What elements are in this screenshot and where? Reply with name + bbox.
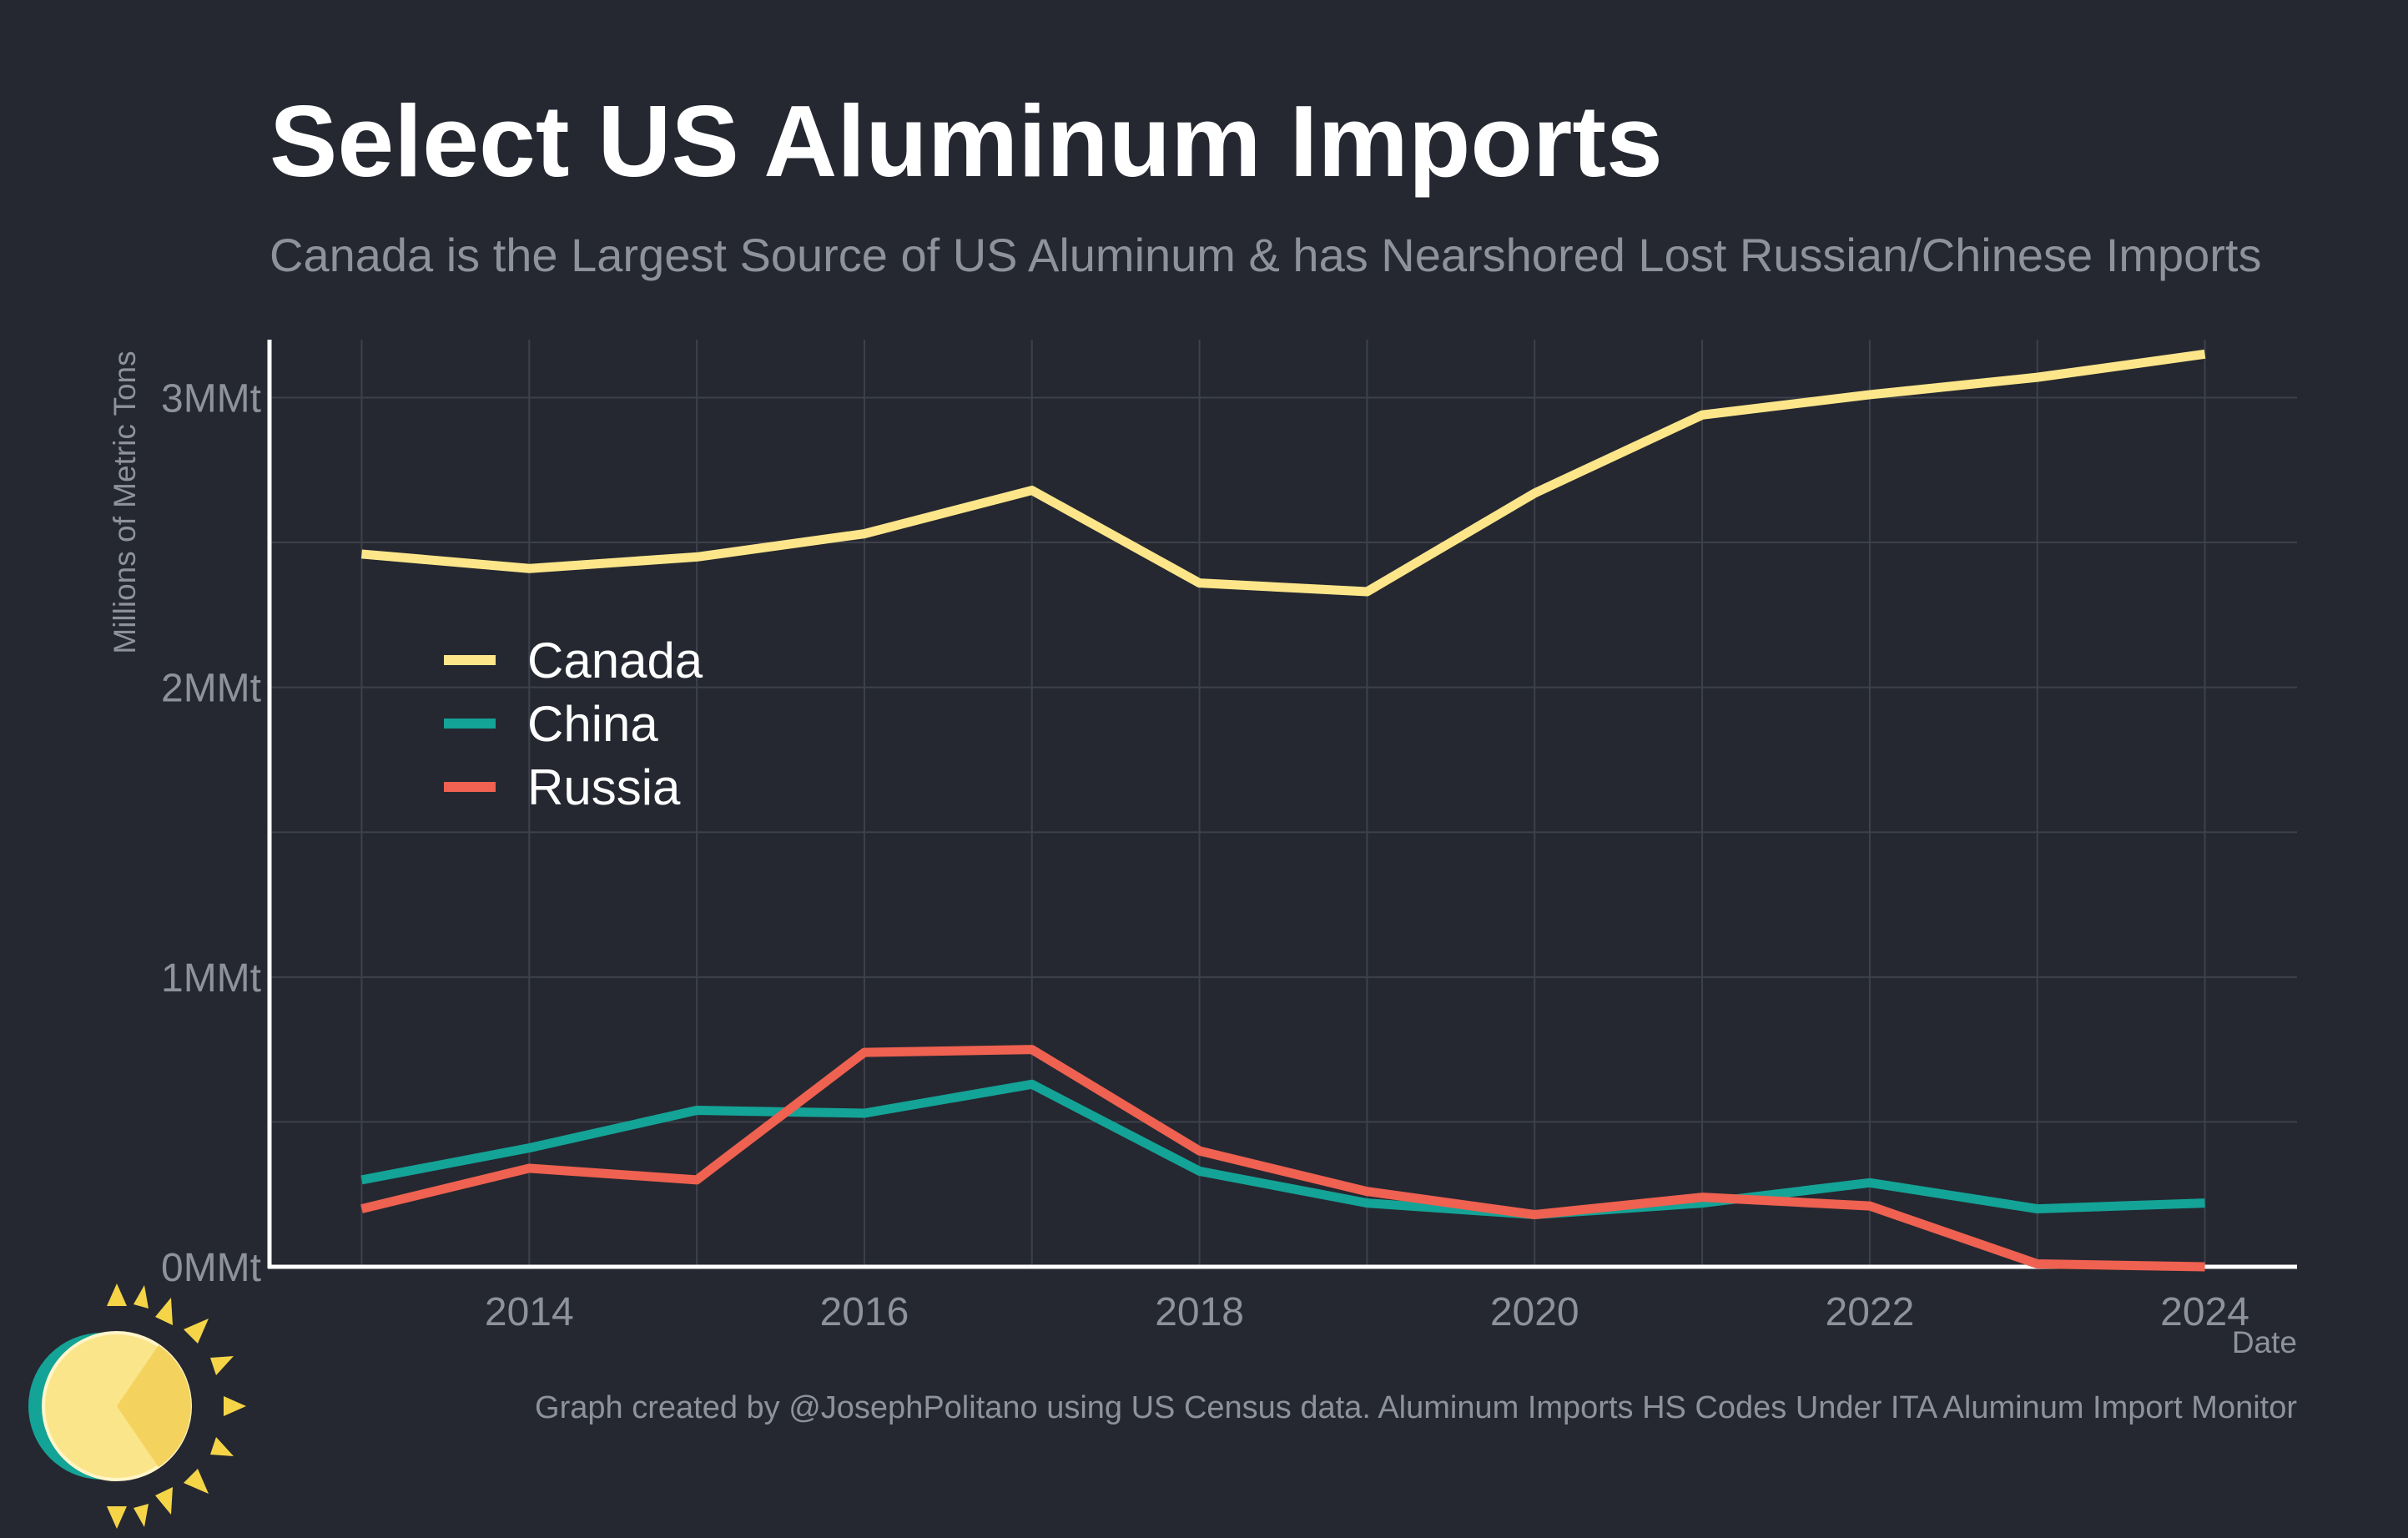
x-tick-label: 2020 bbox=[1490, 1290, 1579, 1334]
y-tick-label: 2MMt bbox=[161, 667, 261, 711]
y-tick-label: 1MMt bbox=[161, 956, 261, 1001]
y-tick-labels: 0MMt 1MMt 2MMt 3MMt bbox=[161, 376, 261, 1290]
gridlines bbox=[270, 340, 2297, 1268]
y-tick-label: 3MMt bbox=[161, 376, 261, 421]
legend: Canada China Russia bbox=[444, 633, 703, 815]
x-tick-label: 2016 bbox=[820, 1290, 909, 1334]
x-tick-label: 2022 bbox=[1826, 1290, 1915, 1334]
y-axis-title: Millions of Metric Tons bbox=[108, 350, 142, 653]
x-tick-labels: 2014 2016 2018 2020 2022 2024 bbox=[485, 1290, 2249, 1334]
source-caption: Graph created by @JosephPolitano using U… bbox=[535, 1390, 2297, 1425]
chart-title: Select US Aluminum Imports bbox=[270, 84, 1663, 198]
x-tick-label: 2014 bbox=[485, 1290, 574, 1334]
legend-label-russia: Russia bbox=[527, 759, 681, 815]
chart-subtitle: Canada is the Largest Source of US Alumi… bbox=[270, 229, 2262, 281]
x-axis-title: Date bbox=[2232, 1325, 2297, 1359]
x-tick-label: 2024 bbox=[2160, 1290, 2249, 1334]
legend-label-china: China bbox=[527, 696, 658, 752]
series-line-russia bbox=[360, 1045, 2205, 1272]
axes bbox=[267, 340, 2297, 1269]
sun-logo-icon bbox=[28, 1283, 246, 1529]
series-lines bbox=[360, 349, 2206, 1272]
series-line-china bbox=[360, 1079, 2205, 1220]
series-line-canada bbox=[360, 349, 2206, 597]
x-tick-label: 2018 bbox=[1155, 1290, 1244, 1334]
legend-label-canada: Canada bbox=[527, 633, 703, 688]
y-tick-label: 0MMt bbox=[161, 1246, 261, 1290]
